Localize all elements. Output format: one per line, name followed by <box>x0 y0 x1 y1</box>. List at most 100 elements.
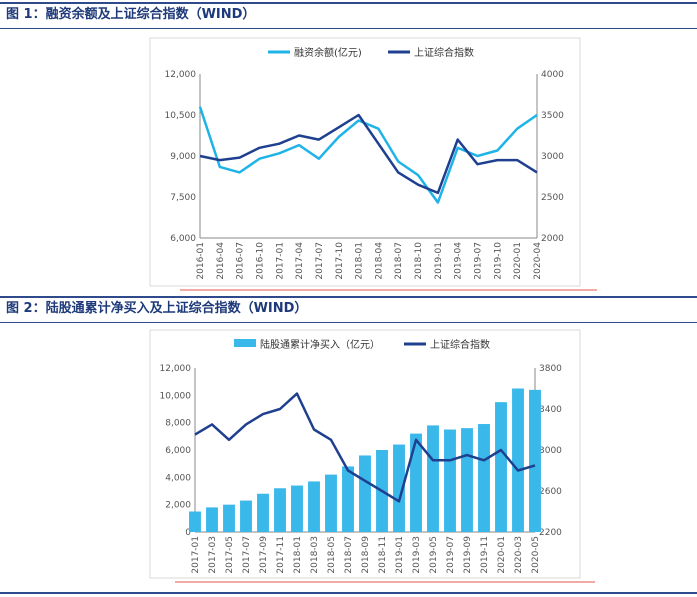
figure-1-bottom-rule <box>0 28 697 29</box>
x-tick-label: 2018-01 <box>293 536 303 574</box>
x-tick-label: 2020-05 <box>531 536 541 574</box>
x-tick-label: 2017-10 <box>335 242 345 280</box>
right-tick-label: 2600 <box>539 487 562 497</box>
x-tick-label: 2018-07 <box>344 536 354 574</box>
x-tick-label: 2019-01 <box>395 536 405 574</box>
x-tick-label: 2016-04 <box>216 242 226 280</box>
bar <box>342 466 354 532</box>
x-tick-label: 2018-10 <box>414 242 424 280</box>
bar <box>427 425 439 532</box>
series-line <box>194 392 536 503</box>
x-tick-label: 2018-07 <box>394 242 404 280</box>
left-tick-label: 6,000 <box>170 234 196 244</box>
bar <box>240 500 252 532</box>
x-tick-label: 2016-07 <box>236 242 246 280</box>
bar <box>495 402 507 532</box>
right-tick-label: 3400 <box>539 405 562 415</box>
figure-1-title: 图 1：融资余额及上证综合指数（WIND） <box>6 7 256 22</box>
x-tick-label: 2020-04 <box>533 242 543 280</box>
x-tick-label: 2019-07 <box>446 536 456 574</box>
left-tick-label: 6,000 <box>165 446 191 456</box>
x-tick-label: 2018-11 <box>378 536 388 574</box>
right-tick-label: 2500 <box>541 193 564 203</box>
series-line <box>199 113 538 195</box>
left-tick-label: 0 <box>185 528 191 538</box>
x-tick-label: 2017-11 <box>276 536 286 574</box>
x-tick-label: 2017-07 <box>242 536 252 574</box>
x-tick-label: 2018-09 <box>361 536 371 574</box>
x-tick-label: 2017-09 <box>259 536 269 574</box>
x-tick-label: 2019-11 <box>480 536 490 574</box>
x-tick-label: 2017-07 <box>315 242 325 280</box>
x-tick-label: 2017-04 <box>295 242 305 280</box>
left-tick-label: 10,500 <box>165 111 197 121</box>
left-tick-label: 2,000 <box>165 501 191 511</box>
chart-frame <box>149 37 581 287</box>
x-tick-label: 2017-03 <box>208 536 218 574</box>
x-tick-label: 2019-05 <box>429 536 439 574</box>
x-tick-label: 2019-01 <box>434 242 444 280</box>
x-tick-label: 2017-05 <box>225 536 235 574</box>
x-tick-label: 2019-10 <box>493 242 503 280</box>
right-tick-label: 2000 <box>541 234 564 244</box>
bar <box>325 474 337 532</box>
chart-1: 12,000 10,500 9,000 7,500 6,000 4000 3500 3000 2… <box>149 37 597 291</box>
x-tick-label: 2019-03 <box>412 536 422 574</box>
left-tick-label: 8,000 <box>165 419 191 429</box>
chart-frame <box>149 329 581 579</box>
x-tick-label: 2016-01 <box>196 242 206 280</box>
left-tick-label: 10,000 <box>160 391 192 401</box>
legend-label: 陆股通累计净买入（亿元） <box>260 338 380 351</box>
bar <box>308 481 320 532</box>
left-tick-label: 12,000 <box>165 70 197 80</box>
bar <box>274 488 286 532</box>
legend-swatch <box>234 339 256 347</box>
legend-label: 上证综合指数 <box>430 338 490 351</box>
right-tick-label: 4000 <box>541 70 564 80</box>
bar <box>529 389 541 532</box>
x-tick-label: 2019-07 <box>474 242 484 280</box>
figure-2-top-rule <box>0 296 697 298</box>
bar <box>393 444 405 532</box>
figure-2-title: 图 2：陆股通累计净买入及上证综合指数（WIND） <box>6 301 308 316</box>
bar <box>512 388 524 532</box>
x-tick-label: 2019-09 <box>463 536 473 574</box>
chart-2: 12,000 10,000 8,000 6,000 4,000 2,000 0 3800 340… <box>149 329 595 583</box>
x-tick-label: 2020-01 <box>497 536 507 574</box>
left-tick-label: 4,000 <box>165 473 191 483</box>
right-tick-label: 2200 <box>539 528 562 538</box>
bar <box>257 493 269 532</box>
x-tick-label: 2019-04 <box>454 242 464 280</box>
right-tick-label: 3000 <box>541 152 564 162</box>
x-tick-label: 2018-01 <box>355 242 365 280</box>
bar <box>206 507 218 532</box>
page-bottom-rule <box>0 592 697 594</box>
legend-label: 上证综合指数 <box>414 46 474 59</box>
x-tick-label: 2017-01 <box>191 536 201 574</box>
bar <box>189 511 201 532</box>
right-tick-label: 3800 <box>539 364 562 374</box>
series-line <box>198 106 538 204</box>
bar <box>291 485 303 532</box>
left-tick-label: 12,000 <box>160 364 192 374</box>
x-tick-label: 2016-10 <box>255 242 265 280</box>
legend-label: 融资余额(亿元) <box>294 46 362 59</box>
bar <box>359 455 371 532</box>
left-tick-label: 7,500 <box>170 193 196 203</box>
left-tick-label: 9,000 <box>170 152 196 162</box>
x-tick-label: 2018-03 <box>310 536 320 574</box>
x-tick-label: 2018-05 <box>327 536 337 574</box>
x-tick-label: 2020-01 <box>513 242 523 280</box>
x-tick-label: 2020-03 <box>514 536 524 574</box>
right-tick-label: 3000 <box>539 446 562 456</box>
bar <box>223 504 235 532</box>
figure-1-top-rule <box>0 2 697 4</box>
figure-2-bottom-rule <box>0 322 697 323</box>
bar <box>444 429 456 532</box>
bar <box>410 433 422 532</box>
bar <box>478 424 490 532</box>
bar <box>461 428 473 532</box>
right-tick-label: 3500 <box>541 111 564 121</box>
x-tick-label: 2017-01 <box>275 242 285 280</box>
x-tick-label: 2018-04 <box>374 242 384 280</box>
